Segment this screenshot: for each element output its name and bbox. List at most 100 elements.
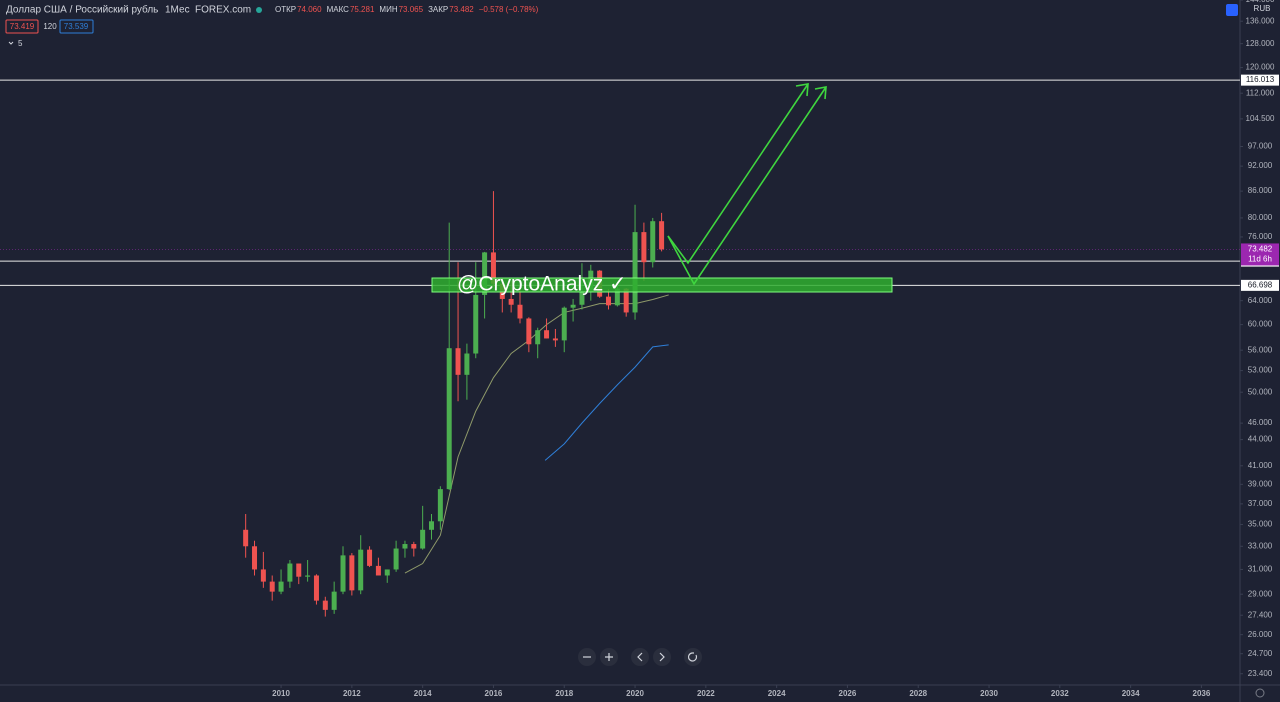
x-tick-label: 2024 [768,689,786,698]
y-tick-label: 128.000 [1246,39,1275,48]
y-tick-label: 136.000 [1246,16,1275,25]
y-tick-label: 86.000 [1248,186,1273,195]
ohlc-value: 75.281 [350,5,375,14]
ohlc-label: ОТКР [275,5,296,14]
change: −0.578 (−0.78%) [479,5,539,14]
y-tick-label: 41.000 [1248,461,1273,470]
x-tick-label: 2026 [839,689,857,698]
x-tick-label: 2036 [1193,689,1211,698]
candle-body [429,521,435,530]
candle-body [446,348,452,490]
candle-body [482,252,488,295]
y-tick-label: 64.000 [1248,296,1273,305]
y-tick-label: 29.000 [1248,589,1273,598]
x-tick-label: 2034 [1122,689,1140,698]
source: FOREX.com [195,5,251,16]
candle-body [579,292,585,305]
candle-body [490,252,496,284]
x-tick-label: 2022 [697,689,715,698]
y-tick-label: 35.000 [1248,520,1273,529]
y-tick-label: 44.000 [1248,435,1273,444]
candle-body [278,581,284,592]
candle-body [420,529,426,549]
zone [431,277,893,293]
x-tick-label: 2032 [1051,689,1069,698]
y-tick-label: 144.000 [1246,0,1275,4]
candle-body [508,298,514,305]
candle-body [313,575,319,601]
ohlc-value: 73.065 [399,5,424,14]
candle-body [269,581,275,592]
input-value: 73.419 [10,22,35,31]
x-tick-label: 2020 [626,689,644,698]
candle-body [570,304,576,308]
annotation: @CryptoAnalyz ✓ [457,273,627,296]
input-value: 120 [43,22,57,31]
last-price-box [1241,243,1279,266]
arrow [667,86,827,286]
ohlc-label: МИН [379,5,397,14]
candle-body [605,296,611,306]
y-tick-label: 97.000 [1248,142,1273,151]
candle-body [552,338,558,341]
candle-body [402,544,408,549]
y-tick-label: 33.000 [1248,541,1273,550]
y-tick-label: 27.400 [1248,610,1273,619]
candle-body [659,221,665,250]
x-tick-label: 2018 [555,689,573,698]
candle-body [526,318,532,345]
candle-body [358,549,364,591]
candle-body [535,330,541,345]
candle-body [367,549,373,566]
last-price-label: 73.482 [1248,245,1273,254]
candle-body [375,565,381,576]
collapse-icon[interactable] [8,41,14,45]
y-tick-label: 50.000 [1248,387,1273,396]
ohlc-value: 74.060 [297,5,322,14]
status-dot [256,7,262,13]
y-tick-label: 112.000 [1246,88,1275,97]
y-tick-label: 92.000 [1248,161,1273,170]
interval: 1Мес [165,5,190,16]
candle-body [287,563,293,582]
y-tick-label: 76.000 [1248,232,1273,241]
candle-body [243,529,249,547]
x-tick-label: 2014 [414,689,432,698]
candle-body [411,544,417,549]
y-tick-label: 53.000 [1248,366,1273,375]
scroll-right-button[interactable] [653,648,671,666]
toolbar-icons [583,652,698,662]
ohlc-header: ОТКР 74.060 МАКС 75.281 МИН 73.065 ЗАКР 73.482−… [275,5,539,14]
y-tick-label: 39.000 [1248,479,1273,488]
candle-body [544,330,550,339]
candle-body [331,591,337,610]
candle-body [260,569,266,582]
price-label-box [1241,279,1279,291]
input-box[interactable] [5,19,39,34]
candle-body [322,600,328,610]
candle-body [340,555,346,592]
price-label-box [1241,74,1279,86]
y-tick-label: 46.000 [1248,418,1273,427]
moving-average [544,344,669,461]
scroll-left-button[interactable] [631,648,649,666]
settings-button[interactable] [1226,4,1238,16]
candle-body [641,232,647,263]
ohlc-label: МАКС [327,5,350,14]
candle-body [296,563,302,577]
gear-icon[interactable] [1255,688,1265,698]
candle-body [473,294,479,354]
input-box[interactable] [59,19,94,34]
reset-button[interactable] [684,648,702,666]
arrow [667,83,809,265]
y-tick-label: 104.500 [1246,114,1275,123]
y-tick-label: 26.000 [1248,630,1273,639]
arrow-head [814,86,827,100]
ohlc-value: 73.482 [449,5,474,14]
y-tick-label: 80.000 [1248,213,1273,222]
y-tick-label: 24.700 [1248,649,1273,658]
price-label: 116.013 [1246,75,1275,84]
candle-body [614,288,620,306]
x-tick-label: 2030 [980,689,998,698]
